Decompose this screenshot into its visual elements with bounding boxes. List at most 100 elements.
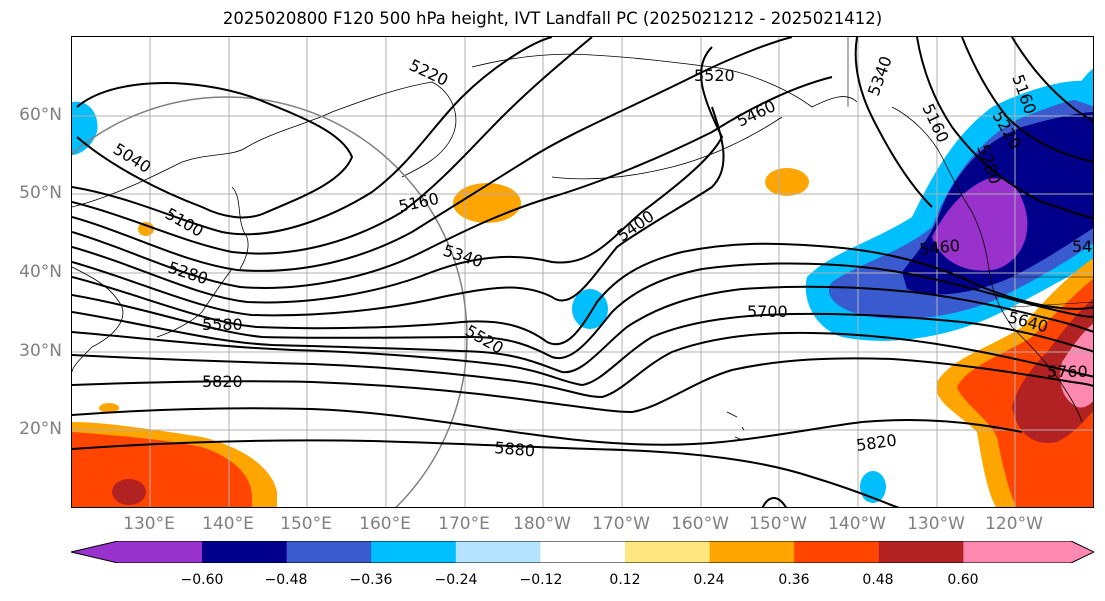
contour-5880: [72, 439, 900, 507]
colorbar-segment: [625, 541, 711, 563]
lon-label-140w: 140°W: [828, 514, 886, 534]
ivt-blob-nw: [72, 101, 98, 155]
contour-label: 5580: [202, 315, 243, 334]
colorbar-tick-label: −0.36: [349, 572, 393, 588]
map-panel: 5220 5520 5340 5160 5460 5040 5160 5100 …: [71, 36, 1094, 508]
contour-label: 5760: [1047, 362, 1088, 381]
lon-label-130e: 130°E: [123, 514, 175, 534]
ivt-blob-sw-small: [99, 403, 119, 413]
colorbar-segment: [963, 541, 1094, 563]
colorbar-segment: [371, 541, 457, 563]
colorbar-segment: [709, 541, 795, 563]
contour-label: 5520: [694, 66, 735, 85]
lon-label-120w: 120°W: [985, 514, 1043, 534]
lat-label-60n: 60°N: [19, 105, 62, 125]
colorbar-tick-label: −0.60: [180, 572, 224, 588]
colorbar-tick-label: −0.12: [519, 572, 563, 588]
lon-label-160w: 160°W: [671, 514, 729, 534]
contour-5160-ne: [1011, 37, 1093, 122]
contour-label: 54: [1072, 237, 1092, 256]
contour-label: 5820: [855, 430, 898, 454]
lon-label-130w: 130°W: [907, 514, 965, 534]
contour-5280-ne: [916, 37, 1093, 220]
contour-5340-ne: [854, 37, 933, 208]
colorbar-tick-label: 0.48: [862, 572, 894, 588]
map-canvas: 5220 5520 5340 5160 5460 5040 5160 5100 …: [72, 37, 1093, 507]
coast-hawaii: [726, 411, 745, 440]
contour-5400: [72, 106, 725, 317]
colorbar-segment: [794, 541, 880, 563]
colorbar-segments: [71, 541, 1094, 563]
ivt-blob-sw-small-2: [257, 483, 271, 499]
contour-label: 5880: [494, 438, 536, 460]
contour-5100: [72, 37, 553, 236]
ivt-shade-sw-darkred: [112, 479, 146, 505]
lat-label-30n: 30°N: [19, 341, 62, 361]
colorbar: [71, 541, 1094, 563]
colorbar-tick-label: 0.60: [947, 572, 979, 588]
contour-label: 5820: [202, 372, 243, 391]
lat-label-40n: 40°N: [19, 262, 62, 282]
contour-label: 5160: [397, 189, 441, 216]
lat-label-20n: 20°N: [19, 419, 62, 439]
contour-5520: [72, 262, 1093, 360]
ivt-shade-se-pink: [1060, 323, 1093, 408]
colorbar-segment: [878, 541, 964, 563]
colorbar-segment: [455, 541, 541, 563]
colorbar-segment: [71, 541, 202, 563]
colorbar-segment: [286, 541, 372, 563]
colorbar-segment: [540, 541, 626, 563]
contour-5160: [72, 37, 593, 255]
lat-label-50n: 50°N: [19, 183, 62, 203]
coast-alaska: [471, 53, 858, 108]
lon-label-170e: 170°E: [438, 514, 490, 534]
colorbar-tick-label: 0.12: [609, 572, 641, 588]
contour-5040: [76, 82, 354, 219]
coast-siberia: [72, 81, 457, 208]
contour-label: 5460: [734, 96, 779, 130]
contour-5760: [72, 357, 1093, 414]
contour-5280: [72, 76, 833, 289]
contour-5220: [72, 37, 793, 272]
colorbar-tick-label: 0.36: [778, 572, 810, 588]
colorbar-tick-label: 0.24: [693, 572, 725, 588]
contour-bottom-fragment: [761, 497, 787, 507]
shading-layer: [72, 68, 1093, 507]
lon-label-150w: 150°W: [749, 514, 807, 534]
contour-label: 5340: [864, 54, 896, 99]
contour-5700: [72, 331, 1093, 399]
ivt-shade-ne-corner: [1072, 68, 1093, 107]
lon-label-150e: 150°E: [280, 514, 332, 534]
colorbar-tick-label: −0.24: [434, 572, 478, 588]
ivt-blob-orange-north: [453, 183, 521, 223]
coast-korea-china: [72, 266, 124, 373]
contour-label: 5460: [918, 236, 960, 259]
ivt-blob-orange-gulf: [765, 168, 809, 196]
colorbar-segment: [202, 541, 288, 563]
colorbar-tick-label: −0.48: [264, 572, 308, 588]
height-contours: [72, 37, 1093, 507]
contour-label: 5220: [406, 55, 451, 89]
lon-label-140e: 140°E: [202, 514, 254, 534]
lon-label-160e: 160°E: [359, 514, 411, 534]
coast-sakhalin: [231, 186, 249, 270]
state-borders: [1007, 276, 1093, 308]
contour-5820: [72, 407, 1023, 446]
contour-5640: [72, 312, 1093, 387]
map-title: 2025020800 F120 500 hPa height, IVT Land…: [222, 9, 883, 28]
coast-na-west: [891, 106, 1083, 423]
lon-label-170w: 170°W: [592, 514, 650, 534]
lon-label-180w: 180°W: [513, 514, 571, 534]
contour-5220-ne: [961, 37, 1093, 163]
ivt-shade-purple: [932, 178, 1028, 271]
coastlines: [72, 37, 1093, 440]
contour-5580: [72, 285, 1093, 374]
contour-label: 5040: [110, 139, 155, 177]
contour-label: 5100: [162, 204, 207, 241]
contour-label: 5400: [613, 206, 657, 245]
coast-aleutians: [551, 116, 783, 180]
contour-label: 5160: [918, 101, 952, 146]
contour-5460: [72, 242, 1093, 346]
contour-label: 5700: [747, 302, 788, 321]
gridlines: [72, 37, 1093, 507]
